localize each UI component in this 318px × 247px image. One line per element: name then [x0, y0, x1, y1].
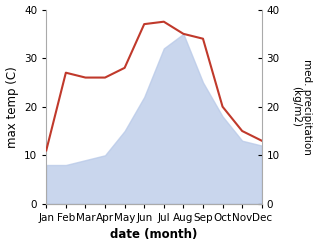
- X-axis label: date (month): date (month): [110, 228, 198, 242]
- Y-axis label: max temp (C): max temp (C): [5, 66, 18, 148]
- Y-axis label: med. precipitation
(kg/m2): med. precipitation (kg/m2): [291, 59, 313, 155]
